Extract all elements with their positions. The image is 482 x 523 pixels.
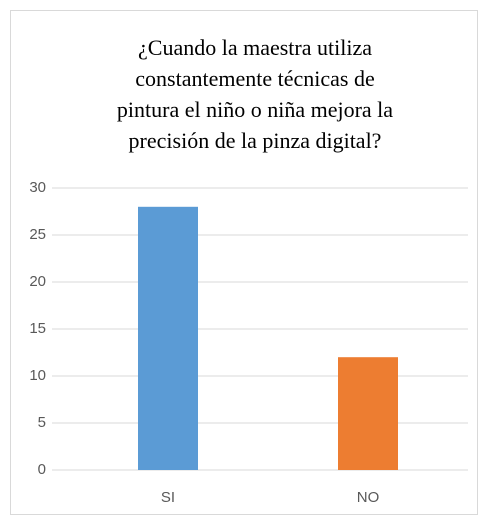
y-tick-label: 20 [29, 273, 46, 290]
chart-title: precisión de la pinza digital? [129, 128, 382, 153]
y-tick-label: 15 [29, 320, 46, 337]
y-tick-label: 30 [29, 179, 46, 196]
chart-border [10, 10, 478, 515]
y-tick-label: 10 [29, 367, 46, 384]
bar [338, 357, 398, 470]
bar [138, 206, 198, 471]
y-tick-label: 0 [38, 461, 46, 478]
x-tick-label: SI [161, 489, 175, 506]
chart-title: ¿Cuando la maestra utiliza [138, 35, 372, 60]
chart-title: constantemente técnicas de [135, 66, 374, 91]
y-tick-label: 25 [29, 226, 46, 243]
chart-title: pintura el niño o niña mejora la [117, 97, 393, 122]
y-tick-label: 5 [38, 414, 46, 431]
x-tick-label: NO [357, 489, 380, 506]
